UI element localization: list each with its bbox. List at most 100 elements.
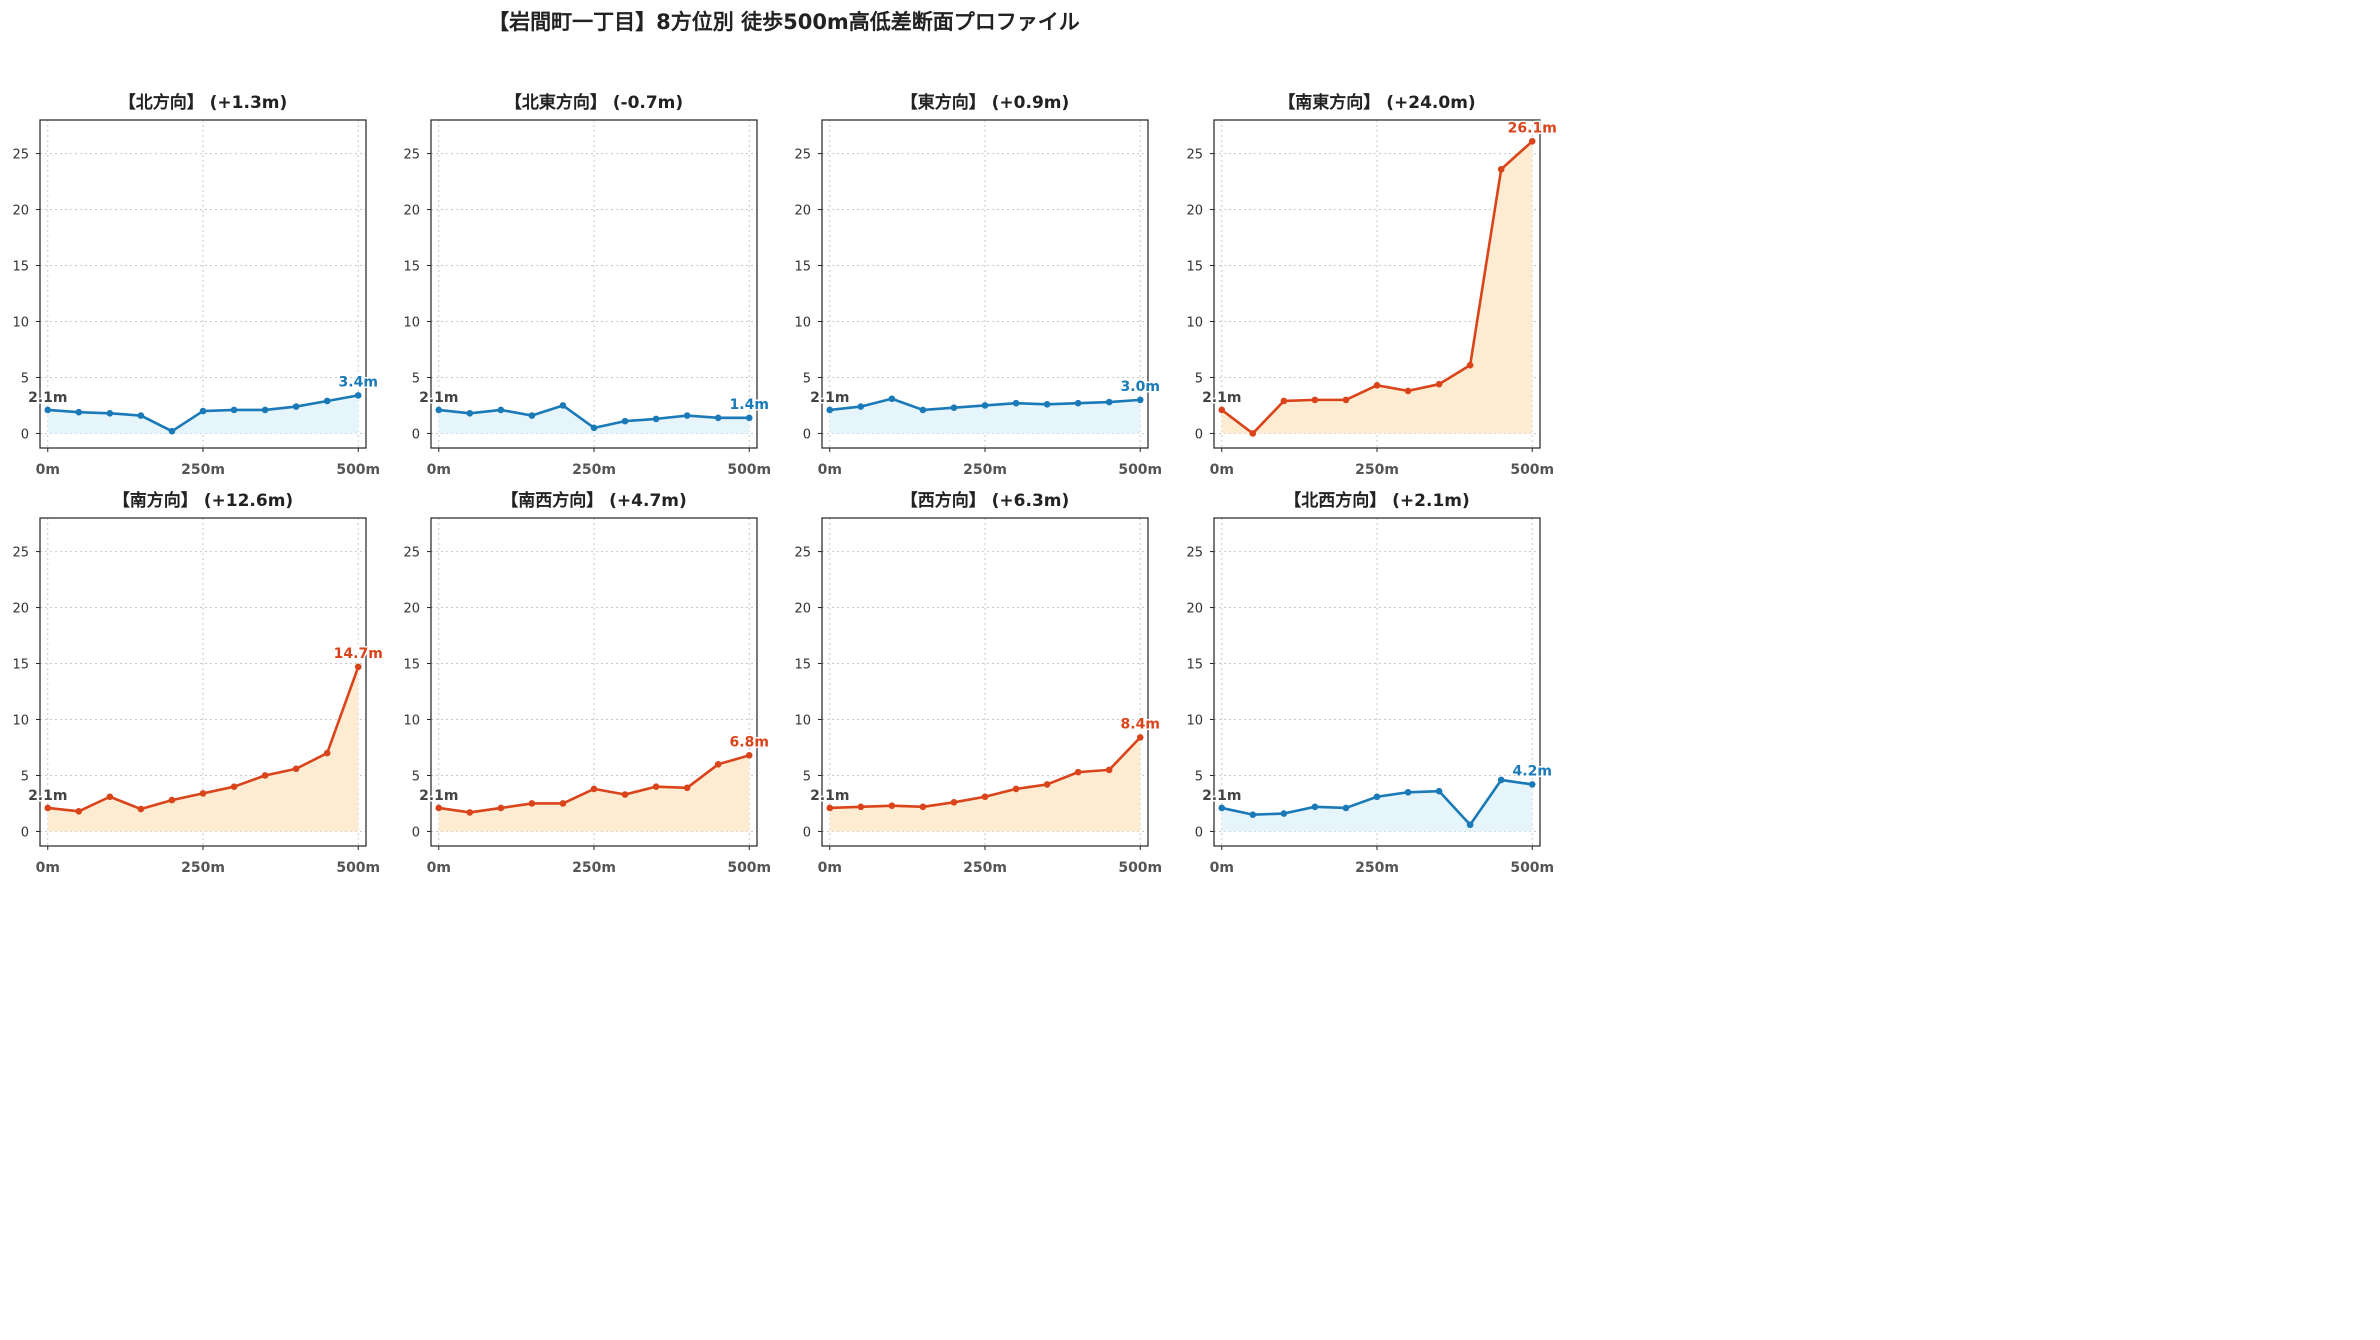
elevation-point: [44, 406, 52, 414]
elevation-point: [981, 793, 989, 801]
elevation-point: [230, 406, 238, 414]
y-tick-label: 20: [403, 602, 420, 617]
elevation-point: [1218, 804, 1226, 812]
plot-frame: [39, 119, 367, 449]
y-tick-label: 5: [803, 769, 811, 784]
x-tick-label: 500m: [727, 860, 771, 876]
x-tick-label: 0m: [36, 462, 60, 478]
elevation-point: [919, 803, 927, 811]
elevation-point: [106, 409, 114, 417]
y-tick-label: 0: [21, 427, 29, 442]
x-tick-label: 0m: [427, 462, 451, 478]
x-tick-label: 500m: [727, 462, 771, 478]
y-tick-label: 20: [12, 204, 29, 219]
elevation-point: [1497, 165, 1505, 173]
elevation-point: [261, 406, 269, 414]
elevation-point: [75, 807, 83, 815]
end-elevation-label: 4.2m: [1513, 763, 1552, 779]
elevation-point: [497, 804, 505, 812]
y-tick-label: 0: [1195, 427, 1203, 442]
y-tick-label: 5: [412, 769, 420, 784]
elevation-point: [292, 403, 300, 410]
panel-title: 【西方向】 (+6.3m): [901, 490, 1070, 511]
x-tick-label: 0m: [818, 462, 842, 478]
elevation-point: [1528, 781, 1536, 788]
elevation-point: [981, 402, 989, 409]
x-tick-label: 500m: [336, 462, 380, 478]
elevation-point: [323, 397, 331, 405]
elevation-point: [745, 752, 753, 759]
elevation-point: [1342, 396, 1350, 404]
elevation-point: [435, 406, 443, 414]
y-tick-label: 20: [12, 602, 29, 617]
elevation-point: [621, 417, 629, 425]
elevation-point: [199, 407, 207, 415]
y-tick-label: 0: [412, 825, 420, 840]
elevation-point: [137, 412, 145, 419]
start-elevation-label: 2.1m: [419, 788, 458, 804]
x-tick-label: 500m: [336, 860, 380, 876]
elevation-point: [1280, 397, 1288, 405]
x-tick-label: 250m: [572, 462, 616, 478]
elevation-point: [466, 409, 474, 417]
x-tick-label: 500m: [1510, 462, 1554, 478]
end-elevation-label: 6.8m: [730, 734, 769, 750]
elevation-point: [1373, 793, 1381, 801]
elevation-area: [1221, 779, 1533, 832]
start-elevation-label: 2.1m: [810, 390, 849, 406]
figure-title: 【岩間町一丁目】8方位別 徒歩500m高低差断面プロファイル: [488, 10, 1080, 34]
elevation-point: [1404, 387, 1412, 395]
y-tick-label: 10: [1186, 316, 1203, 331]
elevation-point: [1497, 776, 1505, 784]
elevation-point: [1105, 398, 1113, 406]
y-tick-label: 0: [21, 825, 29, 840]
elevation-point: [888, 802, 896, 809]
end-elevation-label: 3.4m: [339, 374, 378, 390]
elevation-point: [1528, 137, 1536, 145]
elevation-point: [1012, 785, 1020, 793]
elevation-area: [47, 395, 359, 434]
panel-title: 【北西方向】 (+2.1m): [1284, 490, 1470, 511]
x-tick-label: 250m: [181, 462, 225, 478]
y-tick-label: 20: [794, 204, 811, 219]
elevation-point: [1311, 803, 1319, 811]
x-tick-label: 0m: [427, 860, 451, 876]
y-tick-label: 15: [1186, 260, 1203, 275]
elevation-point: [652, 415, 660, 423]
y-tick-label: 10: [403, 316, 420, 331]
elevation-point: [1136, 734, 1144, 741]
x-tick-label: 500m: [1118, 860, 1162, 876]
x-tick-label: 500m: [1510, 860, 1554, 876]
elevation-point: [199, 790, 207, 797]
y-tick-label: 15: [12, 260, 29, 275]
start-elevation-label: 2.1m: [419, 390, 458, 406]
elevation-point: [1218, 406, 1226, 414]
x-tick-label: 250m: [963, 860, 1007, 876]
elevation-point: [75, 408, 83, 416]
x-tick-label: 250m: [572, 860, 616, 876]
elevation-point: [137, 805, 145, 813]
y-tick-label: 10: [403, 714, 420, 729]
end-elevation-label: 3.0m: [1121, 379, 1160, 395]
y-tick-label: 5: [21, 769, 29, 784]
x-tick-label: 0m: [1210, 860, 1234, 876]
y-tick-label: 25: [1186, 546, 1203, 561]
y-tick-label: 15: [794, 658, 811, 673]
y-tick-label: 10: [12, 316, 29, 331]
elevation-point: [168, 796, 176, 804]
elevation-point: [261, 772, 269, 779]
elevation-point: [1435, 787, 1443, 795]
elevation-area: [47, 666, 359, 832]
elevation-point: [745, 414, 753, 422]
elevation-point: [683, 784, 691, 792]
elevation-point: [1249, 430, 1257, 437]
elevation-point: [1012, 399, 1020, 407]
elevation-area: [829, 737, 1141, 832]
